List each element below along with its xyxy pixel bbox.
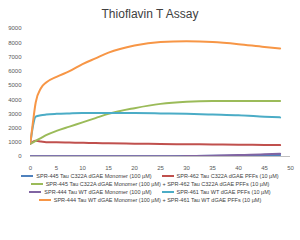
html-text:SPR-461 Tau WT dGAE PFFs (10 µ: SPR-461 Tau WT dGAE PFFs (10 µM) <box>176 189 271 195</box>
svg-text:35: 35 <box>209 165 216 171</box>
svg-text:10: 10 <box>79 165 86 171</box>
svg-text:25: 25 <box>157 165 164 171</box>
svg-text:5000: 5000 <box>8 82 22 88</box>
svg-text:4000: 4000 <box>8 97 22 103</box>
html-text:Thioflavin T Assay: Thioflavin T Assay <box>101 7 199 21</box>
svg-text:0: 0 <box>29 165 33 171</box>
svg-text:3000: 3000 <box>8 111 22 117</box>
svg-text:1000: 1000 <box>8 139 22 145</box>
svg-text:7000: 7000 <box>8 54 22 60</box>
html-text:SPR-445 Tau C322A dGAE Monomer: SPR-445 Tau C322A dGAE Monomer (100 µM) <box>36 173 152 179</box>
svg-text:5: 5 <box>55 165 59 171</box>
svg-text:0: 0 <box>18 153 22 159</box>
svg-text:9000: 9000 <box>8 25 22 31</box>
html-text:SPR-444 Tau WT dGAE Monomer (1: SPR-444 Tau WT dGAE Monomer (100 µM) <box>44 189 152 195</box>
html-text:SPR-445 Tau C322A dGAE Monomer: SPR-445 Tau C322A dGAE Monomer (100 µM) … <box>45 181 270 187</box>
html-text:SPR-462 Tau C322A dGAE PFFs (1: SPR-462 Tau C322A dGAE PFFs (10 µM) <box>176 173 279 179</box>
svg-text:45: 45 <box>261 165 268 171</box>
html-text:SPR-444 Tau WT dGAE Monomer (1: SPR-444 Tau WT dGAE Monomer (100 µM) + S… <box>53 197 262 203</box>
svg-text:20: 20 <box>131 165 138 171</box>
svg-text:50: 50 <box>287 165 294 171</box>
svg-text:40: 40 <box>235 165 242 171</box>
svg-text:15: 15 <box>105 165 112 171</box>
svg-text:8000: 8000 <box>8 40 22 46</box>
svg-text:6000: 6000 <box>8 68 22 74</box>
svg-text:2000: 2000 <box>8 125 22 131</box>
svg-text:30: 30 <box>183 165 190 171</box>
